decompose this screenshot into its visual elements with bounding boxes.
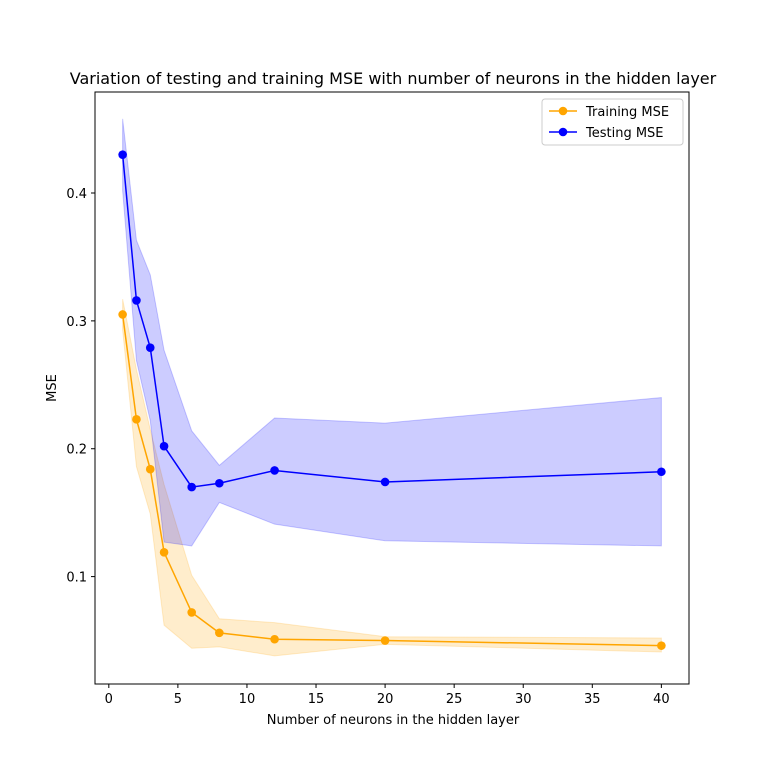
legend-marker: [558, 127, 568, 137]
legend-marker: [558, 106, 568, 116]
y-tick-label: 0.4: [66, 187, 87, 202]
series-points: [118, 150, 666, 650]
point-series-1: [657, 641, 666, 650]
point-series-2: [657, 467, 666, 477]
point-series-2: [187, 482, 196, 492]
axes: 0 5 10 15 20 25 30 35 40 0.1 0.2 0.3 0.4: [66, 91, 690, 707]
point-series-1: [215, 628, 224, 638]
legend-label: Training MSE: [585, 105, 669, 120]
legend-label: Testing MSE: [585, 126, 664, 141]
point-series-2: [270, 466, 279, 475]
x-tick-label: 10: [239, 692, 256, 707]
y-tick-label: 0.1: [66, 571, 87, 586]
x-tick-label: 35: [584, 692, 601, 707]
plot-frame: [94, 91, 690, 685]
legend: Training MSE Testing MSE: [541, 98, 684, 146]
band-series-1: [122, 299, 662, 657]
point-series-1: [145, 464, 155, 474]
x-tick-label: 5: [174, 692, 182, 707]
point-series-2: [159, 441, 169, 451]
point-series-2: [132, 296, 141, 305]
point-series-1: [132, 415, 141, 424]
x-axis-label: Number of neurons in the hidden layer: [267, 713, 520, 728]
confidence-bands: [122, 118, 662, 657]
point-series-1: [118, 310, 127, 319]
x-tick-label: 15: [308, 692, 325, 707]
y-axis-label: MSE: [45, 374, 60, 402]
point-series-2: [145, 343, 155, 353]
point-series-1: [159, 548, 169, 557]
y-tick-label: 0.2: [66, 443, 87, 458]
chart-title: Variation of testing and training MSE wi…: [70, 69, 717, 88]
point-series-1: [380, 636, 390, 645]
x-tick-label: 0: [105, 692, 113, 707]
point-series-2: [118, 150, 127, 159]
point-series-2: [380, 477, 390, 487]
series-lines: [121, 154, 662, 647]
x-tick-label: 20: [377, 692, 394, 707]
point-series-2: [215, 478, 224, 488]
point-series-1: [270, 634, 279, 644]
y-tick-label: 0.3: [66, 315, 87, 330]
x-tick-label: 30: [515, 692, 532, 707]
x-tick-label: 40: [653, 692, 670, 707]
x-tick-label: 25: [446, 692, 463, 707]
band-series-2: [122, 118, 662, 547]
point-series-1: [187, 608, 196, 617]
legend-box: [541, 98, 684, 146]
